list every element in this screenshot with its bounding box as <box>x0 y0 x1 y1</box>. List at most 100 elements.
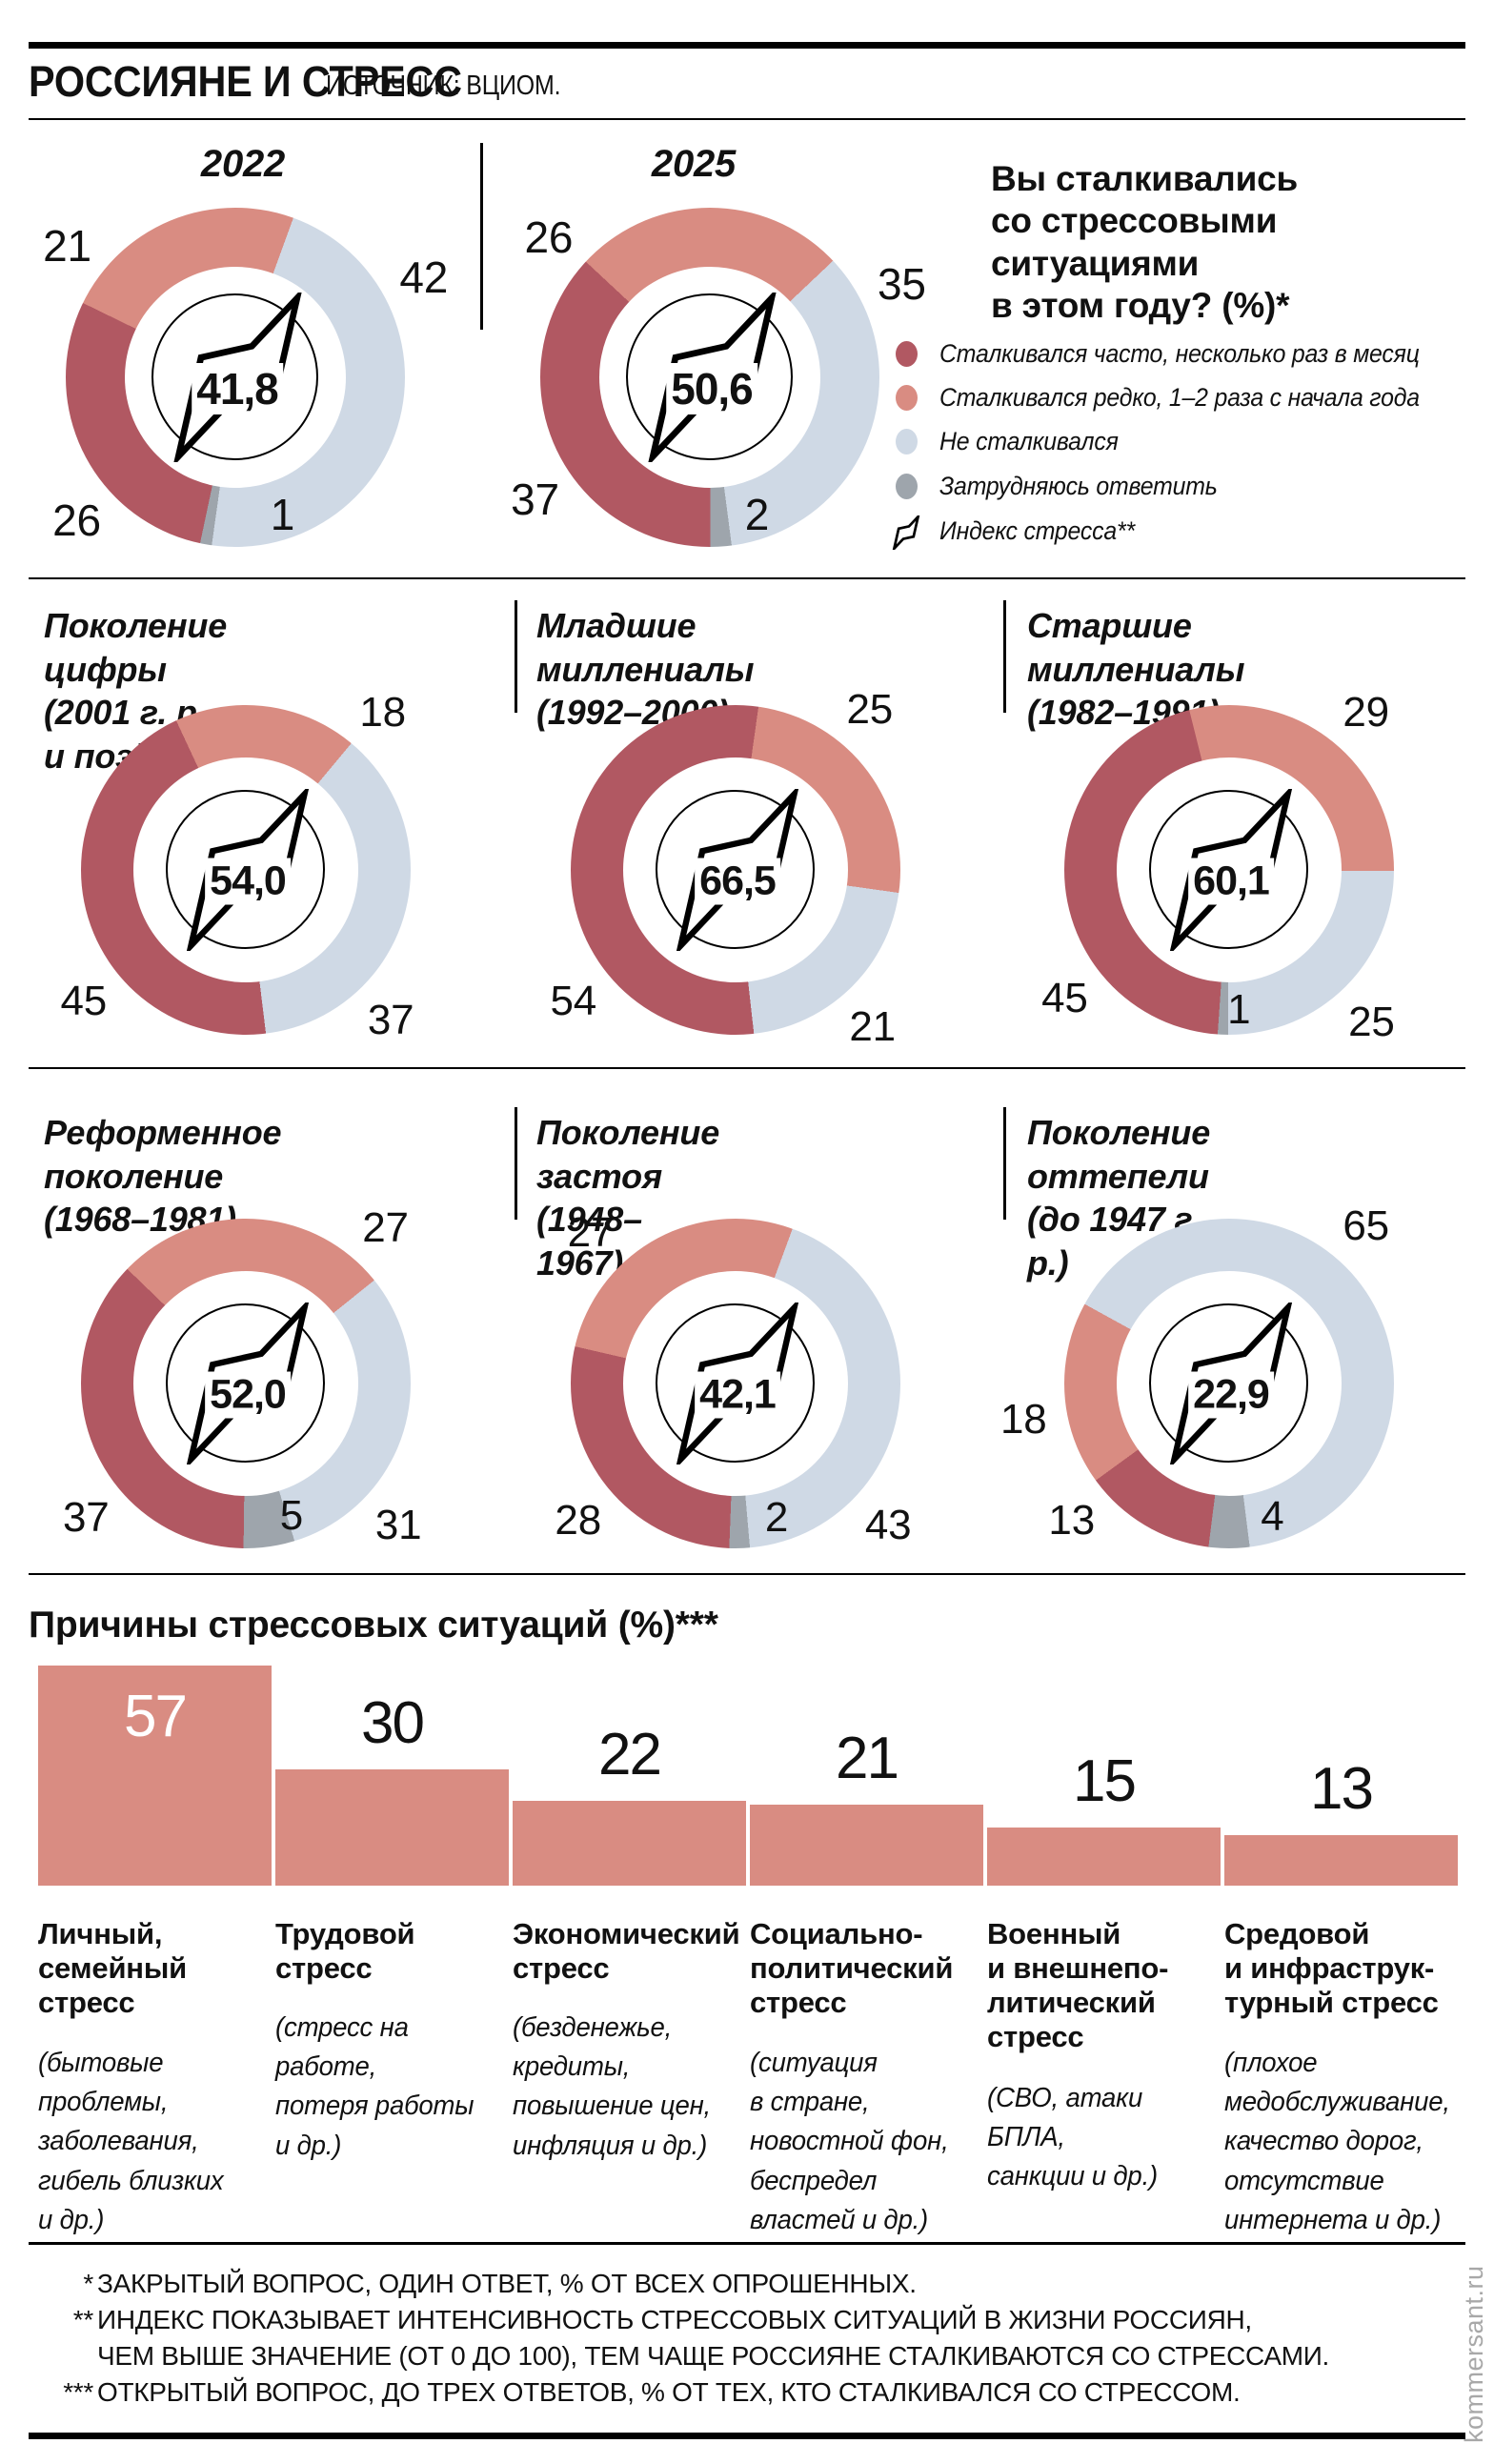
header-bottom-rule <box>29 118 1465 120</box>
segment-label-gen-thaw-often: 13 <box>1048 1496 1095 1544</box>
bar-sublabel-1: (стресс на работе, потеря работы и др.) <box>275 2012 474 2161</box>
bar-label-0: Личный, семейный стресс <box>38 1917 187 2019</box>
segment-label-gen-digital-none: 37 <box>367 996 414 1043</box>
bar-sublabel-5: (плохое медобслуживание, качество дорог,… <box>1224 2048 1450 2235</box>
bar-value-4: 15 <box>1073 1748 1137 1814</box>
bar-value-0: 57 <box>124 1684 188 1749</box>
question-title: Вы сталкивались со стрессовыми ситуациям… <box>991 159 1299 326</box>
bar-value-5: 13 <box>1310 1756 1374 1822</box>
index-circle-gen-stagnation <box>656 1303 815 1463</box>
bar-label-4: Военный и внешнепо- литический стресс <box>987 1917 1169 2053</box>
segment-label-gen-older-mill-none: 25 <box>1348 999 1395 1046</box>
segment-label-y2025-unsure: 2 <box>744 489 770 539</box>
footnote-row-0: * ЗАКРЫТЫЙ ВОПРОС, ОДИН ОТВЕТ, % ОТ ВСЕХ … <box>38 2266 1391 2302</box>
donut-title-gen-reform: Реформенное поколение (1968–1981) <box>44 1113 282 1240</box>
segment-label-gen-stagnation-often: 28 <box>555 1496 601 1544</box>
segment-label-gen-reform-rarely: 27 <box>362 1204 409 1252</box>
index-circle-gen-thaw <box>1149 1303 1308 1463</box>
bar-5 <box>1224 1835 1458 1886</box>
row2-bottom-rule <box>29 1067 1465 1069</box>
bar-value-3: 21 <box>836 1726 899 1791</box>
bar-sublabel-0: (бытовые проблемы, заболевания, гибель б… <box>38 2048 224 2235</box>
index-circle-y2022 <box>151 293 318 460</box>
legend-label-index: Индекс стресса** <box>939 516 1135 545</box>
footnotes: * ЗАКРЫТЫЙ ВОПРОС, ОДИН ОТВЕТ, % ОТ ВСЕХ … <box>38 2266 1391 2411</box>
segment-label-gen-thaw-unsure: 4 <box>1261 1492 1284 1540</box>
footnote-marker-0: * <box>83 2269 93 2298</box>
legend-label-rarely: Сталкивался редко, 1–2 раза с начала год… <box>939 383 1420 412</box>
segment-label-gen-younger-mill-rarely: 25 <box>846 686 894 734</box>
row1-bottom-rule <box>29 577 1465 579</box>
index-value-y2022: 41,8 <box>192 363 283 414</box>
segment-label-gen-thaw-none: 65 <box>1343 1202 1389 1249</box>
legend-dot-none <box>896 429 918 454</box>
segment-label-y2022-rarely: 21 <box>43 221 91 272</box>
bar-3 <box>750 1805 983 1886</box>
index-circle-gen-older-mill <box>1149 790 1308 949</box>
segment-label-gen-stagnation-none: 43 <box>864 1502 912 1549</box>
row3-bottom-rule <box>29 1573 1465 1575</box>
segment-label-gen-younger-mill-often: 54 <box>550 977 597 1024</box>
index-circle-gen-reform <box>166 1303 325 1463</box>
bar-chart-title: Причины стрессовых ситуаций (%)*** <box>29 1605 718 1646</box>
bar-sublabel-3: (ситуация в стране, новостной фон, беспр… <box>750 2048 949 2235</box>
year-title-2025: 2025 <box>651 143 737 185</box>
footnote-row-1: ** ИНДЕКС ПОКАЗЫВАЕТ ИНТЕНСИВНОСТЬ СТРЕСС… <box>38 2302 1391 2374</box>
segment-label-gen-older-mill-rarely: 29 <box>1343 688 1389 736</box>
index-circle-gen-younger-mill <box>656 790 815 949</box>
segment-label-y2022-often: 26 <box>52 495 101 545</box>
divider-r2-col3 <box>1003 600 1006 713</box>
segment-label-gen-older-mill-unsure: 1 <box>1227 985 1251 1033</box>
bar-4 <box>987 1828 1221 1886</box>
index-value-gen-thaw: 22,9 <box>1188 1371 1274 1419</box>
bar-2 <box>513 1801 746 1886</box>
segment-label-gen-reform-none: 31 <box>374 1502 422 1549</box>
divider-r2-col2 <box>515 600 517 713</box>
index-value-gen-stagnation: 42,1 <box>695 1371 780 1419</box>
segment-label-gen-stagnation-unsure: 2 <box>764 1493 789 1541</box>
divider-r3-col2 <box>515 1107 517 1220</box>
source-label: ИСТОЧНИК: ВЦИОМ. <box>326 71 561 101</box>
legend-dot-often <box>896 341 918 367</box>
segment-label-gen-digital-rarely: 18 <box>359 688 406 736</box>
footnote-row-2: *** ОТКРЫТЫЙ ВОПРОС, ДО ТРЕХ ОТВЕТОВ, % О… <box>38 2374 1391 2411</box>
legend-dot-unsure <box>896 474 918 499</box>
divider-r3-col3 <box>1003 1107 1006 1220</box>
footnote-marker-1: ** <box>72 2305 94 2334</box>
index-circle-gen-digital <box>166 790 325 949</box>
segment-label-y2025-none: 35 <box>877 258 926 309</box>
bar-label-3: Социально- политический стресс <box>750 1917 954 2019</box>
footnote-top-rule <box>29 2242 1465 2245</box>
segment-label-gen-thaw-rarely: 18 <box>1000 1396 1047 1444</box>
legend-label-often: Сталкивался часто, несколько раз в месяц <box>939 339 1420 368</box>
year-title-2022: 2022 <box>200 143 286 185</box>
footnote-marker-2: *** <box>63 2377 93 2407</box>
segment-label-gen-digital-often: 45 <box>60 977 108 1024</box>
legend-label-unsure: Затрудняюсь ответить <box>939 472 1218 500</box>
segment-label-gen-older-mill-often: 45 <box>1041 974 1088 1021</box>
page-title: РОССИЯНЕ И СТРЕСС <box>29 57 462 106</box>
donut-title-gen-thaw: Поколение оттепели (до 1947 г. р.) <box>1027 1113 1211 1283</box>
segment-label-gen-reform-unsure: 5 <box>279 1491 303 1539</box>
bar-1 <box>275 1769 509 1886</box>
segment-label-gen-stagnation-rarely: 27 <box>567 1209 615 1257</box>
watermark: kommersant.ru <box>1460 2265 1488 2443</box>
divider-years <box>480 143 483 330</box>
bar-value-1: 30 <box>361 1690 425 1756</box>
bar-0 <box>38 1666 272 1886</box>
segment-label-y2025-rarely: 26 <box>524 212 574 263</box>
index-circle-y2025 <box>626 293 793 460</box>
bar-value-2: 22 <box>598 1722 662 1787</box>
bar-label-1: Трудовой стресс <box>275 1917 415 1985</box>
index-value-gen-older-mill: 60,1 <box>1188 858 1274 905</box>
index-value-y2025: 50,6 <box>666 363 757 414</box>
index-value-gen-reform: 52,0 <box>205 1371 291 1419</box>
segment-label-y2022-unsure: 1 <box>270 489 295 539</box>
legend-flag-wrap <box>892 515 920 550</box>
donut-title-gen-older-mill: Старшие миллениалы (1982–1991) <box>1027 606 1245 733</box>
index-value-gen-younger-mill: 66,5 <box>695 858 780 905</box>
donut-title-gen-stagnation: Поколение застоя (1948–1967) <box>536 1113 720 1283</box>
segment-label-y2022-none: 42 <box>399 252 449 302</box>
index-value-gen-digital: 54,0 <box>205 858 291 905</box>
